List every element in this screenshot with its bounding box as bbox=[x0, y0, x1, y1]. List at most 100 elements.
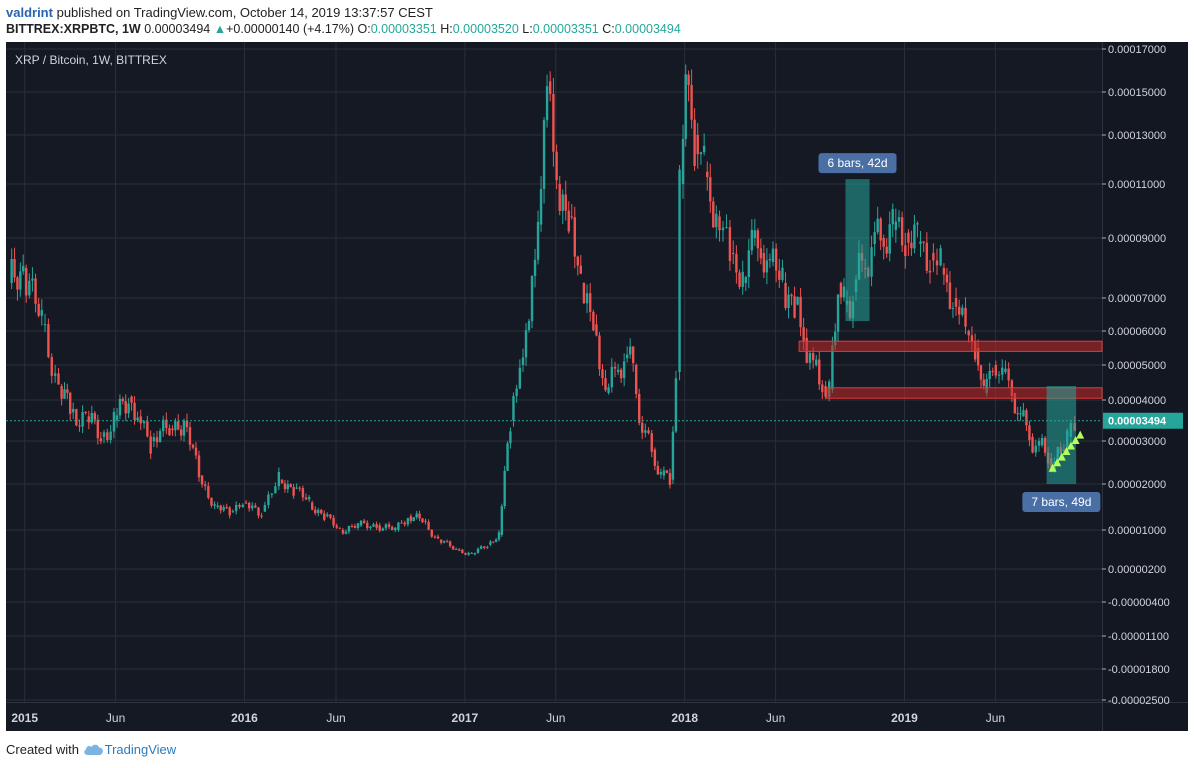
candle-body bbox=[409, 516, 413, 522]
high-label: H: bbox=[440, 22, 453, 36]
candle-body bbox=[503, 470, 506, 507]
candle-body bbox=[430, 529, 433, 537]
candle-body bbox=[982, 379, 985, 386]
candle-body bbox=[390, 526, 394, 531]
candle-body bbox=[793, 296, 796, 318]
candle-body bbox=[372, 524, 375, 527]
candle-body bbox=[436, 536, 440, 539]
candle-body bbox=[706, 171, 709, 178]
candle-body bbox=[771, 248, 775, 262]
candle-body bbox=[307, 497, 311, 500]
candle-body bbox=[174, 421, 177, 431]
candle-body bbox=[200, 475, 204, 485]
chart-area[interactable]: 0.00017000 0.00015000 0.00013000 0.00011000… bbox=[6, 42, 1188, 731]
y-tick-label: 0.00013000 bbox=[1108, 130, 1166, 142]
candle-body bbox=[625, 354, 629, 359]
candle-body bbox=[500, 506, 504, 535]
candle-body bbox=[638, 393, 641, 423]
candle-body bbox=[69, 392, 72, 414]
candle-body bbox=[616, 369, 620, 372]
candle-body bbox=[1040, 437, 1044, 446]
candle-body bbox=[690, 85, 693, 120]
candle-body bbox=[834, 331, 837, 346]
range-label: 6 bars, 42d bbox=[827, 156, 887, 170]
x-tick-label: 2019 bbox=[891, 711, 918, 725]
candle-body bbox=[979, 365, 983, 380]
candle-body bbox=[687, 74, 690, 86]
candle-body bbox=[461, 549, 464, 553]
candle-body bbox=[879, 218, 882, 241]
author-link[interactable]: valdrint bbox=[6, 5, 53, 20]
candle-body bbox=[967, 331, 970, 336]
candle-body bbox=[445, 541, 449, 543]
candle-body bbox=[350, 525, 354, 527]
y-tick-label: 0.00001000 bbox=[1108, 525, 1166, 537]
candle-body bbox=[539, 188, 543, 225]
candle-body bbox=[473, 552, 477, 555]
candle-body bbox=[650, 433, 653, 452]
candle-body bbox=[177, 421, 180, 430]
candle-body bbox=[133, 402, 136, 421]
candle-body bbox=[57, 373, 60, 385]
candle-body bbox=[702, 145, 706, 153]
candle-body bbox=[362, 520, 366, 523]
candle-body bbox=[231, 511, 235, 513]
candle-body bbox=[964, 307, 967, 327]
candle-body bbox=[210, 497, 213, 506]
candle-body bbox=[464, 552, 467, 555]
y-tick-label: -0.00002500 bbox=[1108, 695, 1170, 707]
candle-body bbox=[412, 517, 416, 522]
candle-body bbox=[298, 487, 301, 489]
candle-body bbox=[106, 432, 109, 441]
candle-body bbox=[527, 320, 531, 331]
candle-body bbox=[916, 223, 919, 225]
candle-body bbox=[251, 505, 254, 509]
candle-body bbox=[836, 294, 840, 332]
candle-body bbox=[576, 256, 579, 266]
candle-body bbox=[747, 250, 751, 277]
candle-body bbox=[238, 504, 241, 507]
price-chart[interactable]: 0.00017000 0.00015000 0.00013000 0.00011000… bbox=[6, 42, 1188, 731]
candle-body bbox=[194, 447, 198, 456]
candle-body bbox=[750, 229, 754, 251]
candle-body bbox=[415, 513, 418, 518]
candle-body bbox=[787, 294, 790, 309]
x-tick-label: 2017 bbox=[452, 711, 479, 725]
candle-body bbox=[384, 524, 388, 529]
candle-body bbox=[558, 184, 561, 211]
candle-body bbox=[613, 366, 617, 369]
candle-body bbox=[424, 520, 427, 522]
candle-body bbox=[958, 306, 961, 315]
candle-body bbox=[592, 311, 595, 331]
low-value: 0.00003351 bbox=[532, 22, 599, 36]
candle-body bbox=[515, 388, 518, 397]
y-tick-label: 0.00003000 bbox=[1108, 436, 1166, 448]
candle-body bbox=[497, 532, 501, 540]
candle-body bbox=[146, 421, 149, 437]
candle-body bbox=[421, 518, 424, 523]
candle-body bbox=[644, 430, 647, 433]
candle-body bbox=[696, 135, 699, 155]
candle-body bbox=[127, 403, 130, 414]
candle-body bbox=[561, 194, 564, 211]
candle-body bbox=[961, 307, 964, 315]
x-tick-label: 2016 bbox=[231, 711, 258, 725]
candle-body bbox=[280, 479, 284, 484]
candle-body bbox=[622, 361, 626, 379]
x-tick-label: 2018 bbox=[671, 711, 698, 725]
candle-body bbox=[347, 525, 351, 532]
x-tick-label: Jun bbox=[766, 711, 785, 725]
open-label: O: bbox=[357, 22, 371, 36]
up-arrow-icon bbox=[1048, 463, 1057, 472]
candle-body bbox=[458, 549, 461, 551]
candle-body bbox=[524, 330, 528, 358]
candle-body bbox=[781, 267, 784, 280]
candle-body bbox=[403, 522, 406, 525]
tradingview-brand[interactable]: TradingView bbox=[104, 742, 177, 757]
candle-body bbox=[470, 552, 473, 554]
candle-body bbox=[564, 194, 567, 211]
candle-body bbox=[506, 443, 509, 471]
candle-body bbox=[925, 242, 929, 271]
candle-body bbox=[204, 484, 207, 486]
candle-body bbox=[1013, 393, 1017, 414]
